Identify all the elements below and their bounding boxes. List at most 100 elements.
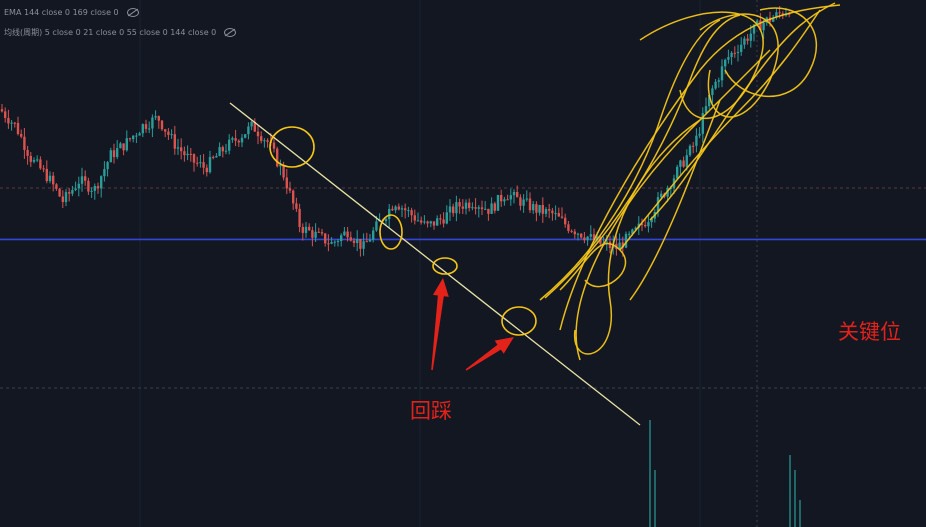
candle-body bbox=[36, 159, 39, 161]
candle-body bbox=[7, 117, 10, 124]
candle-body bbox=[352, 240, 356, 243]
trendline bbox=[229, 102, 641, 426]
candle-body bbox=[247, 126, 250, 135]
candle-body bbox=[650, 218, 653, 223]
candle-body bbox=[708, 94, 711, 107]
candle-body bbox=[215, 155, 218, 158]
candle-body bbox=[266, 140, 269, 142]
candle-body bbox=[356, 239, 359, 243]
candle-body bbox=[522, 199, 525, 206]
candle-body bbox=[423, 221, 426, 223]
eye-slash-icon[interactable] bbox=[224, 28, 237, 37]
candle-body bbox=[458, 202, 461, 207]
touch-marker-3 bbox=[432, 257, 458, 275]
candle-body bbox=[410, 210, 413, 216]
candle-body bbox=[397, 206, 400, 210]
candle-body bbox=[173, 134, 176, 149]
candle-body bbox=[103, 169, 106, 177]
candle-body bbox=[404, 208, 407, 211]
candle-body bbox=[10, 122, 13, 124]
candle-body bbox=[733, 52, 736, 54]
candle-body bbox=[327, 243, 330, 245]
candle-body bbox=[20, 134, 23, 137]
candle-body bbox=[474, 207, 477, 209]
candle-body bbox=[720, 66, 724, 81]
trend-scribble bbox=[619, 9, 821, 251]
candle-body bbox=[384, 219, 388, 222]
trend-scribble bbox=[629, 99, 721, 301]
candle-body bbox=[301, 226, 304, 233]
pullback-label: 回踩 bbox=[410, 399, 452, 423]
candle-body bbox=[167, 131, 170, 135]
arrow-layer bbox=[431, 278, 514, 371]
candle-body bbox=[496, 194, 500, 211]
candle-body bbox=[256, 131, 260, 137]
trend-scribble bbox=[559, 242, 627, 291]
pullback-arrow-1 bbox=[431, 278, 449, 371]
candle-body bbox=[285, 177, 288, 189]
candle-body bbox=[525, 198, 528, 200]
candle-body bbox=[144, 124, 148, 129]
candle-body bbox=[468, 202, 471, 209]
candle-body bbox=[532, 204, 535, 211]
candle-body bbox=[16, 122, 20, 135]
candle-body bbox=[87, 180, 90, 192]
trend-scribble bbox=[539, 19, 721, 301]
candle-body bbox=[154, 116, 157, 118]
candle-body bbox=[71, 189, 74, 194]
candle-body bbox=[58, 188, 61, 197]
candle-body bbox=[317, 231, 320, 233]
trend-scribble bbox=[575, 49, 771, 361]
candle-body bbox=[436, 218, 439, 226]
candle-body bbox=[592, 234, 596, 241]
candle-body bbox=[314, 231, 317, 238]
candle-body bbox=[135, 135, 138, 137]
candle-body bbox=[61, 196, 64, 203]
trend-scribble bbox=[649, 2, 836, 221]
candle-body bbox=[685, 155, 688, 167]
candle-body bbox=[400, 208, 404, 210]
candle-body bbox=[80, 176, 84, 184]
candle-body bbox=[141, 124, 144, 134]
candle-body bbox=[48, 175, 52, 182]
candle-body bbox=[752, 24, 756, 34]
candle-body bbox=[698, 133, 701, 136]
candle-body bbox=[186, 153, 189, 156]
eye-slash-icon[interactable] bbox=[126, 8, 139, 17]
candle-body bbox=[519, 197, 522, 206]
candle-body bbox=[647, 222, 650, 227]
candle-body bbox=[336, 241, 340, 243]
candle-body bbox=[68, 192, 71, 194]
candle-body bbox=[628, 233, 631, 235]
candle-body bbox=[516, 192, 519, 198]
candle-body bbox=[176, 147, 180, 149]
candle-body bbox=[487, 208, 490, 214]
horizontal-levels bbox=[0, 187, 926, 389]
candle-body bbox=[439, 218, 442, 220]
candle-body bbox=[762, 22, 765, 31]
candle-body bbox=[570, 230, 573, 232]
candle-body bbox=[420, 220, 423, 223]
candle-body bbox=[583, 237, 586, 241]
candle-body bbox=[500, 194, 503, 202]
candle-body bbox=[484, 208, 487, 210]
candle-body bbox=[13, 122, 16, 124]
candle-body bbox=[388, 208, 391, 220]
candle-body bbox=[564, 217, 567, 225]
candle-body bbox=[151, 117, 154, 129]
candle-body bbox=[701, 113, 704, 134]
candle-body bbox=[45, 168, 48, 182]
candle-body bbox=[109, 150, 112, 163]
candle-body bbox=[644, 224, 647, 227]
candle-body bbox=[52, 175, 55, 185]
candle-body bbox=[509, 195, 512, 200]
candle-body bbox=[208, 156, 212, 173]
candle-body bbox=[538, 204, 541, 213]
candle-body bbox=[727, 57, 730, 60]
candle-body bbox=[448, 206, 452, 213]
candle-body bbox=[580, 233, 583, 238]
candle-body bbox=[202, 162, 205, 168]
candle-body bbox=[631, 229, 634, 234]
candle-body bbox=[237, 140, 240, 143]
candle-body bbox=[772, 17, 775, 22]
